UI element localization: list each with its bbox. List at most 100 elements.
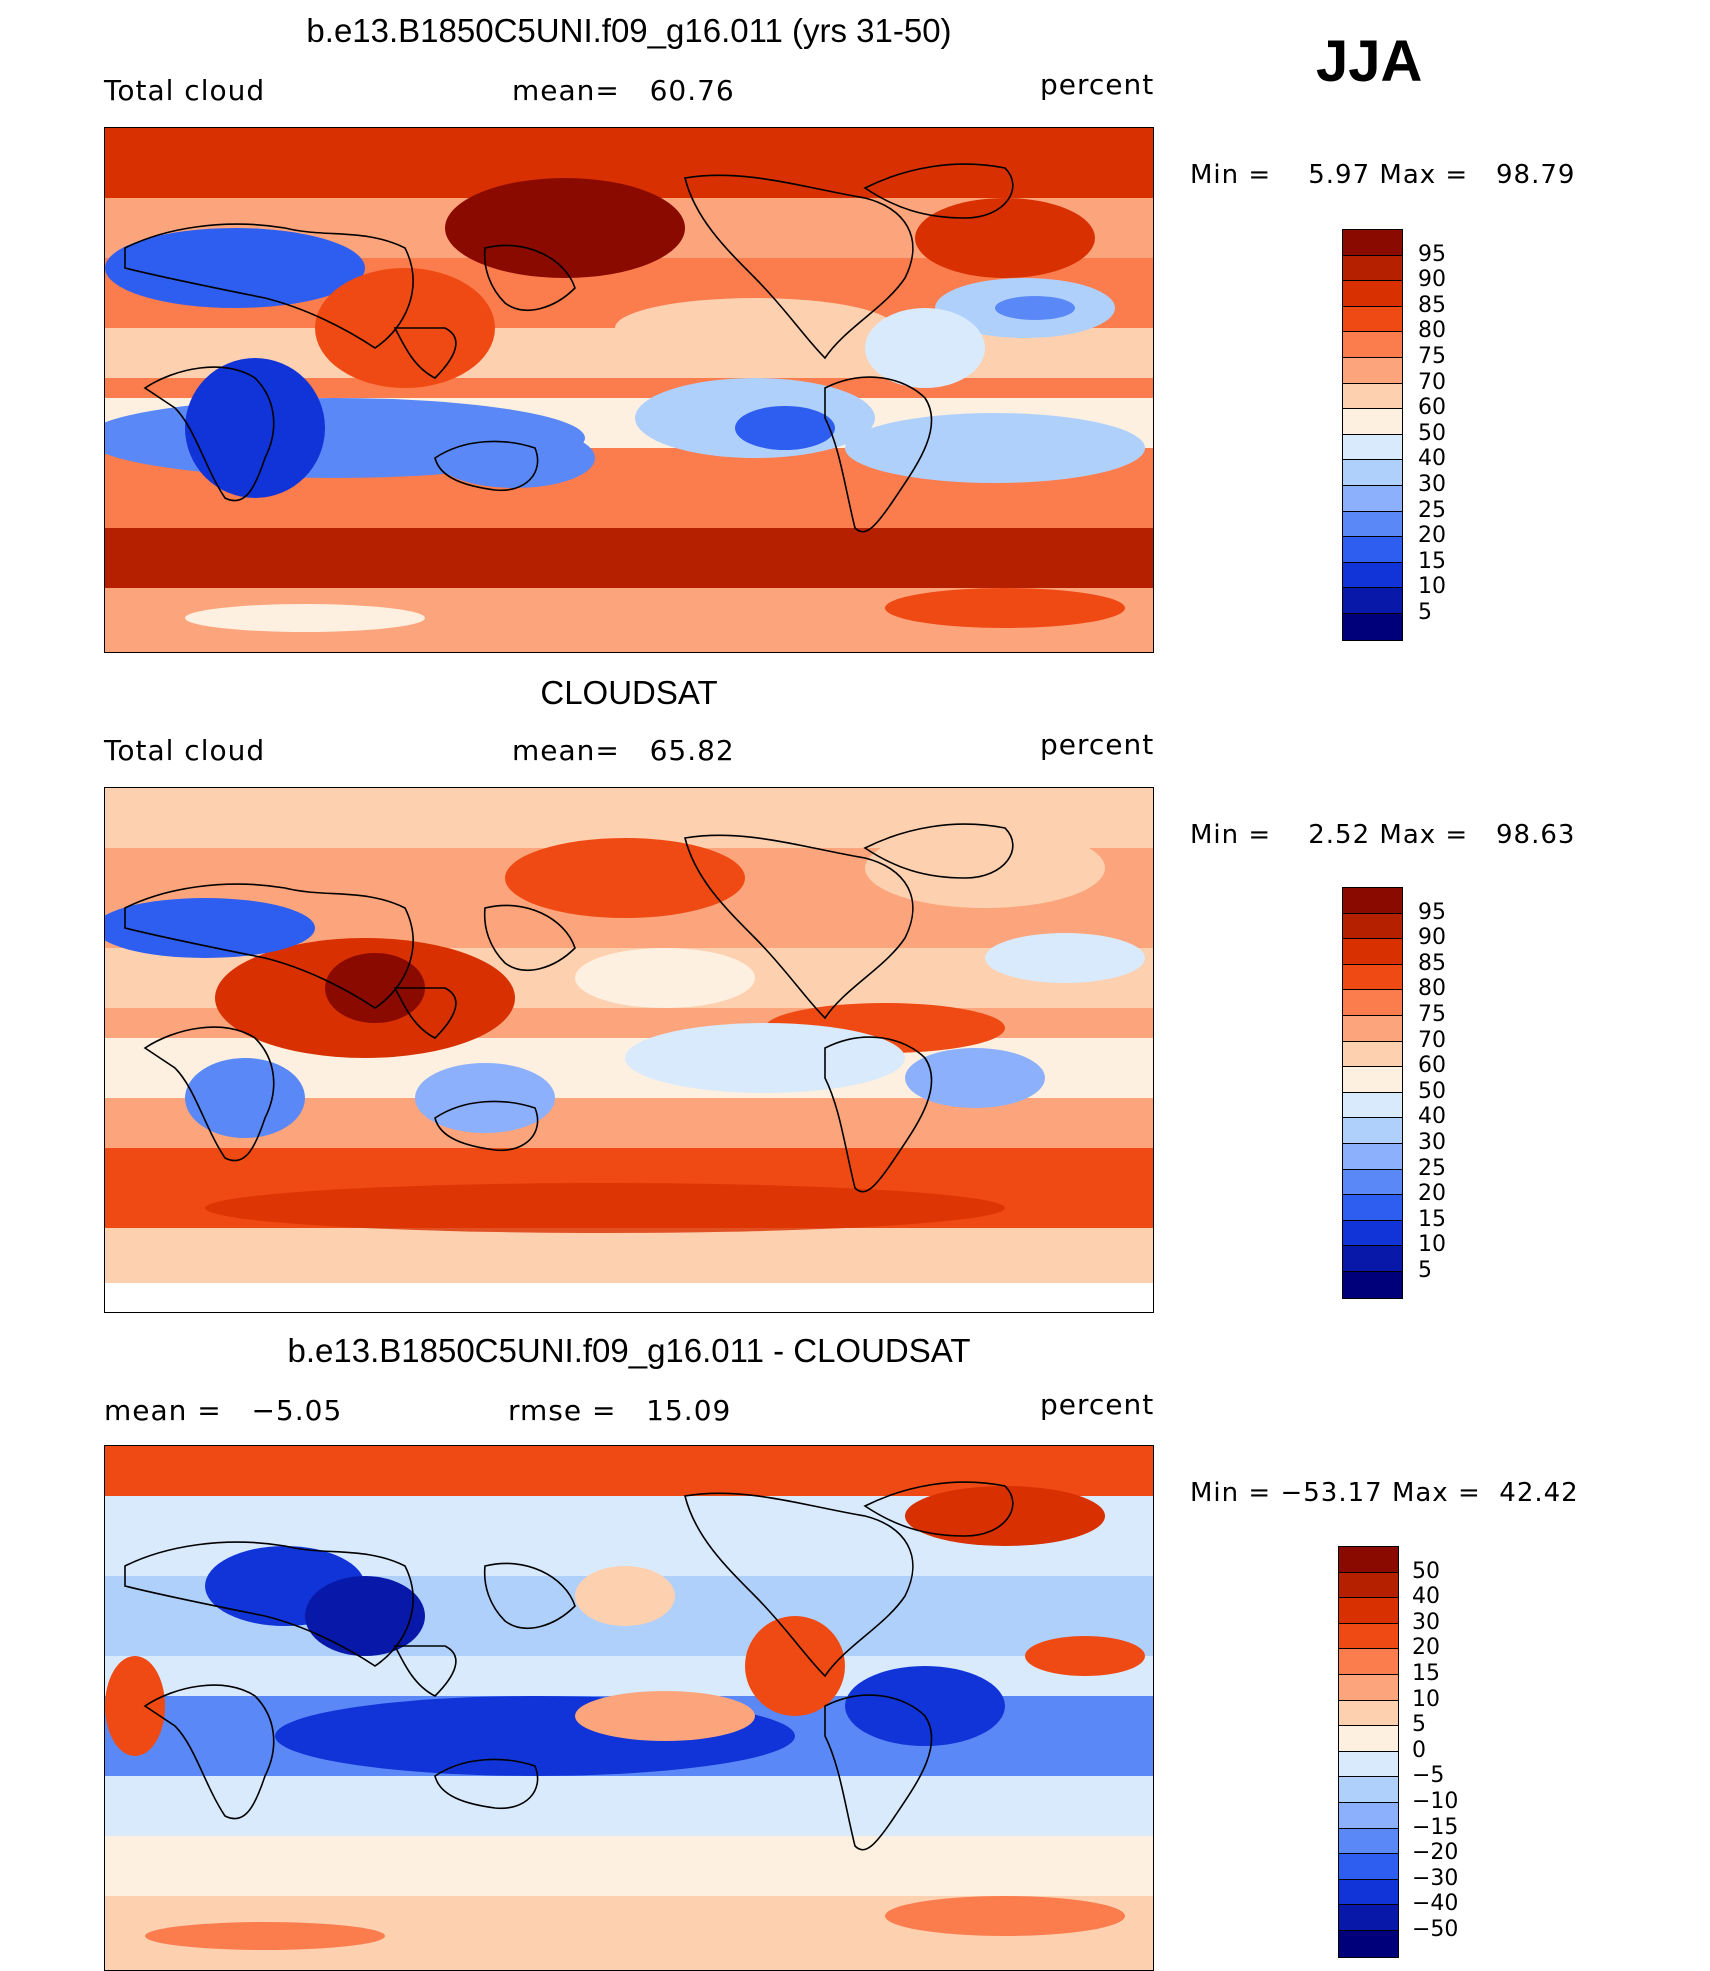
coastline <box>393 987 457 1039</box>
colorbar-swatch <box>1343 939 1402 965</box>
contour-region <box>865 308 985 388</box>
colorbar-swatch <box>1343 230 1402 256</box>
panel-1-map-svg <box>105 128 1153 652</box>
panel-3-mean-label: mean = −5.05 <box>104 1394 343 1427</box>
contour-region <box>445 178 685 278</box>
colorbar-label: 50 <box>1412 1558 1440 1584</box>
contour-region <box>625 1023 905 1093</box>
coastline <box>684 834 914 1020</box>
coastline <box>143 366 275 502</box>
coastline <box>483 1562 576 1629</box>
contour-region <box>845 413 1145 483</box>
contour-band <box>105 1228 1153 1283</box>
contour-region <box>905 1048 1045 1108</box>
coastline <box>863 1481 1014 1537</box>
contour-region <box>575 1566 675 1626</box>
colorbar-label: 85 <box>1418 292 1446 318</box>
colorbar-label: 15 <box>1412 1661 1440 1686</box>
contour-region <box>995 296 1075 320</box>
coastline <box>143 1684 275 1820</box>
contour-region <box>915 198 1095 278</box>
panel-1-stats: Min = 5.97 Max = 98.79 <box>1190 160 1575 190</box>
panel-3-max-label: Max = <box>1391 1478 1481 1508</box>
contour-band <box>105 528 1153 588</box>
coastline <box>863 163 1014 219</box>
panel-1-mean-label: mean= 60.76 <box>512 74 735 107</box>
colorbar-swatch <box>1343 383 1402 410</box>
coastline <box>393 1645 457 1697</box>
colorbar-label: 70 <box>1418 1027 1446 1053</box>
colorbar-label: −40 <box>1412 1891 1459 1917</box>
colorbar-swatch <box>1343 281 1402 307</box>
colorbar-swatch <box>1343 434 1402 461</box>
contour-region <box>185 358 325 498</box>
panel-2-max-label: Max = <box>1379 820 1469 850</box>
colorbar-swatch <box>1343 332 1402 358</box>
colorbar-label: −10 <box>1412 1789 1459 1814</box>
colorbar-swatch <box>1339 1649 1398 1675</box>
colorbar-label: 60 <box>1418 1053 1446 1079</box>
colorbar-swatch <box>1343 1041 1402 1068</box>
colorbar-label: 95 <box>1418 899 1446 925</box>
colorbar-swatch <box>1343 990 1402 1016</box>
panel-1-units-label: percent <box>1040 68 1155 101</box>
colorbar-label: 30 <box>1418 1130 1446 1155</box>
coastline <box>483 244 576 311</box>
colorbar-label: 75 <box>1418 1002 1446 1027</box>
panel-3-units-label: percent <box>1040 1388 1155 1421</box>
panel-1-colorbar <box>1342 229 1403 641</box>
colorbar-swatch <box>1343 613 1402 640</box>
colorbar-label: 80 <box>1418 976 1446 1002</box>
colorbar-swatch <box>1343 1143 1402 1170</box>
panel-2-max-value: 98.63 <box>1496 820 1576 850</box>
colorbar-swatch <box>1339 1700 1398 1727</box>
colorbar-label: 10 <box>1418 1232 1446 1258</box>
panel-3-colorbar <box>1338 1546 1399 1958</box>
colorbar-swatch <box>1339 1930 1398 1957</box>
colorbar-swatch <box>1343 562 1402 589</box>
contour-region <box>415 1063 555 1133</box>
contour-region <box>845 1666 1005 1746</box>
colorbar-label: −5 <box>1412 1763 1445 1789</box>
colorbar-swatch <box>1339 1547 1398 1573</box>
panel-1-cloud-field <box>105 128 1153 652</box>
colorbar-swatch <box>1343 511 1402 538</box>
colorbar-label: 60 <box>1418 395 1446 421</box>
colorbar-swatch <box>1343 485 1402 512</box>
panel-3-min-label: Min = <box>1190 1478 1272 1508</box>
colorbar-label: 0 <box>1412 1737 1426 1763</box>
colorbar-label: 15 <box>1418 548 1446 574</box>
contour-region <box>145 1922 385 1950</box>
contour-region <box>185 604 425 632</box>
colorbar-swatch <box>1343 1220 1402 1247</box>
colorbar-swatch <box>1343 888 1402 914</box>
panel-1-max-label: Max = <box>1379 160 1469 190</box>
panel-2-missing-data <box>105 1283 1153 1312</box>
contour-region <box>615 298 895 358</box>
colorbar-label: −20 <box>1412 1840 1459 1866</box>
colorbar-label: 5 <box>1412 1712 1426 1738</box>
colorbar-swatch <box>1339 1777 1398 1803</box>
contour-region <box>885 1896 1125 1936</box>
colorbar-swatch <box>1339 1802 1398 1829</box>
panel-3-stats: Min = −53.17 Max = 42.42 <box>1190 1478 1579 1508</box>
contour-region <box>865 828 1105 908</box>
contour-region <box>1025 1636 1145 1676</box>
panel-3-title: b.e13.B1850C5UNI.f09_g16.011 - CLOUDSAT <box>287 1332 971 1369</box>
panel-2-mean-label: mean= 65.82 <box>512 734 735 767</box>
season-label: JJA <box>1316 29 1423 94</box>
colorbar-label: 40 <box>1418 1104 1446 1130</box>
colorbar-label: 80 <box>1418 318 1446 344</box>
colorbar-label: 20 <box>1412 1635 1440 1661</box>
panel-3-coastlines <box>124 1481 1014 1851</box>
panel-2-title: CLOUDSAT <box>540 674 718 711</box>
colorbar-label: 10 <box>1412 1686 1440 1712</box>
coastline <box>684 174 914 360</box>
contour-region <box>735 406 835 450</box>
contour-band <box>105 1776 1153 1836</box>
panel-2-map <box>104 787 1154 1313</box>
panel-3-cloud-field <box>105 1446 1153 1970</box>
colorbar-label: 30 <box>1412 1609 1440 1635</box>
colorbar-swatch <box>1339 1879 1398 1906</box>
panel-2-min-label: Min = <box>1190 820 1272 850</box>
